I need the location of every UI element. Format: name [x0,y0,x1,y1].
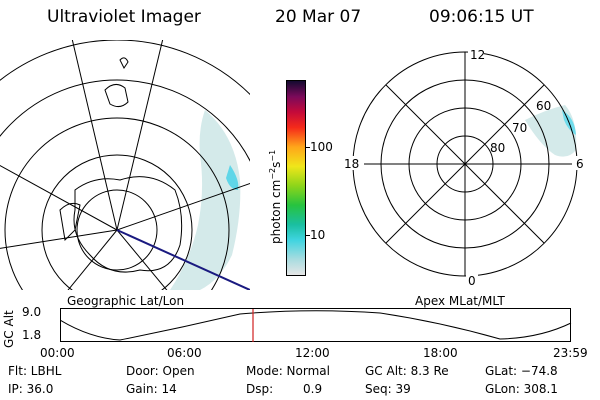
glat-info: GLat: −74.8 [485,364,558,378]
mlt-label-18: 18 [344,157,359,171]
lat-circle [41,154,193,290]
orbit-ytick-max: 9.0 [22,305,42,319]
orbit-ytick-min: 1.8 [22,328,42,342]
polar-mlat-mlt-plot: 12 18 6 0 60 70 80 [342,50,584,288]
glon-info: GLon: 308.1 [485,382,558,396]
orbit-ylabel: GC Alt [2,310,16,348]
right-panel-caption: Apex MLat/MLT [415,294,505,308]
colorbar-label: photon cm−2s−1 [268,149,283,244]
mlat-label-80: 80 [490,141,505,155]
time-label: 09:06:15 UT [429,7,534,27]
mlat-label-60: 60 [536,99,551,113]
orbit-altitude-plot [60,308,572,342]
dsp-value: 0.9 [303,382,323,396]
geographic-map [0,40,250,290]
colorbar-tick-10: 10 [310,228,326,242]
color-bar [286,80,306,276]
time-tick-2359: 23:59 [553,346,588,360]
filter-info: Flt: LBHL [8,364,62,378]
aurora-emission [170,110,241,290]
gain-info: Gain: 14 [126,382,177,396]
left-panel-caption: Geographic Lat/Lon [67,294,185,308]
seq-info: Seq: 39 [365,382,411,396]
time-tick-1800: 18:00 [423,346,458,360]
altitude-curve [60,310,572,341]
ground-track [116,229,250,290]
instrument-title: Ultraviolet Imager [47,7,201,27]
colorbar-tick-100: 100 [310,140,333,154]
lat-circle [76,189,158,271]
door-info: Door: Open [126,364,195,378]
mlt-label-0: 0 [468,274,476,288]
antarctica-outline [73,176,183,273]
lat-circle [0,79,250,162]
time-tick-1200: 12:00 [295,346,330,360]
ip-info: IP: 36.0 [8,382,54,396]
gc-alt-info: GC Alt: 8.3 Re [365,364,449,378]
time-tick-0000: 00:00 [40,346,75,360]
aurora-emission [525,105,577,157]
mlat-label-70: 70 [512,121,527,135]
dsp-label: Dsp: [246,382,274,396]
mlt-label-12: 12 [470,50,485,62]
mode-info: Mode: Normal [246,364,330,378]
mlt-label-6: 6 [576,157,584,171]
time-tick-0600: 06:00 [167,346,202,360]
lat-circle [4,117,230,290]
date-label: 20 Mar 07 [275,7,362,27]
continent-outline [104,84,129,108]
